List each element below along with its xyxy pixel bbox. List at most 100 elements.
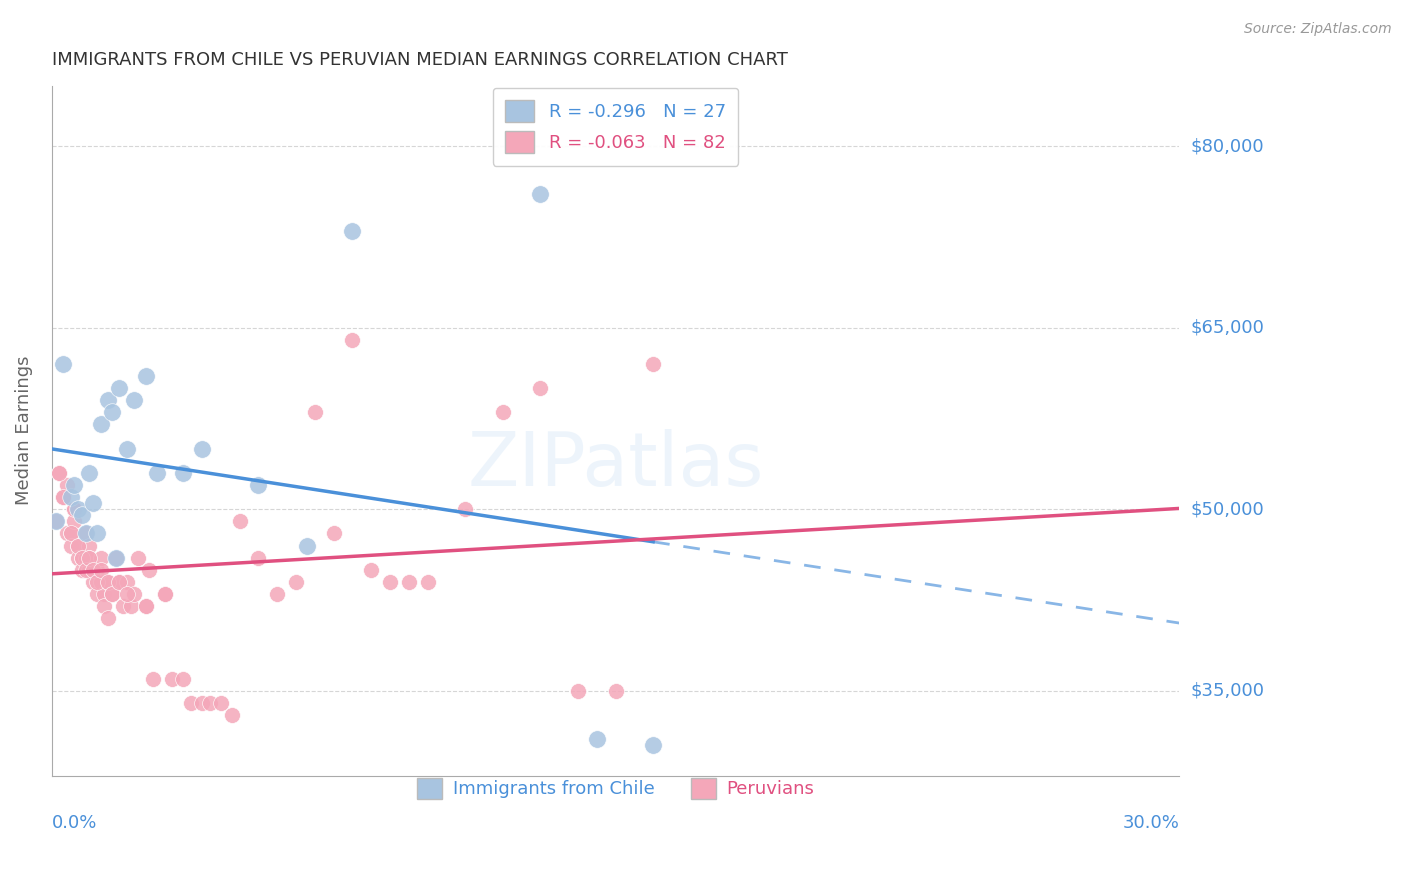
Point	[104, 550, 127, 565]
Point	[266, 587, 288, 601]
Legend: Immigrants from Chile, Peruvians: Immigrants from Chile, Peruvians	[408, 769, 824, 808]
Point	[90, 574, 112, 589]
Point	[59, 526, 82, 541]
Point	[67, 539, 90, 553]
Point	[191, 442, 214, 456]
Point	[285, 574, 308, 589]
Point	[209, 696, 232, 710]
Point	[75, 563, 97, 577]
Point	[529, 187, 551, 202]
Point	[79, 550, 101, 565]
Point	[127, 550, 149, 565]
Point	[101, 587, 124, 601]
Point	[643, 738, 665, 752]
Point	[75, 526, 97, 541]
Point	[304, 405, 326, 419]
Point	[70, 550, 93, 565]
Point	[529, 381, 551, 395]
Point	[44, 514, 66, 528]
Point	[63, 514, 86, 528]
Text: $65,000: $65,000	[1191, 318, 1264, 336]
Text: $50,000: $50,000	[1191, 500, 1264, 518]
Point	[180, 696, 202, 710]
Point	[115, 587, 138, 601]
Point	[160, 672, 183, 686]
Point	[342, 333, 364, 347]
Point	[86, 587, 108, 601]
Point	[492, 405, 515, 419]
Point	[63, 502, 86, 516]
Point	[97, 574, 120, 589]
Point	[67, 502, 90, 516]
Point	[52, 357, 75, 371]
Text: 0.0%: 0.0%	[52, 814, 97, 832]
Point	[90, 550, 112, 565]
Point	[67, 539, 90, 553]
Point	[52, 490, 75, 504]
Point	[59, 526, 82, 541]
Text: ZIPatlas: ZIPatlas	[467, 428, 763, 501]
Point	[124, 393, 146, 408]
Point	[153, 587, 176, 601]
Point	[416, 574, 439, 589]
Text: 30.0%: 30.0%	[1122, 814, 1180, 832]
Point	[48, 466, 70, 480]
Point	[135, 369, 157, 384]
Point	[67, 550, 90, 565]
Point	[191, 696, 214, 710]
Point	[228, 514, 250, 528]
Point	[86, 526, 108, 541]
Point	[48, 466, 70, 480]
Point	[153, 587, 176, 601]
Point	[97, 611, 120, 625]
Point	[247, 478, 270, 492]
Point	[398, 574, 420, 589]
Point	[605, 683, 627, 698]
Point	[146, 466, 169, 480]
Point	[115, 574, 138, 589]
Point	[93, 599, 115, 613]
Point	[90, 417, 112, 432]
Point	[75, 550, 97, 565]
Point	[360, 563, 382, 577]
Point	[82, 563, 104, 577]
Point	[643, 357, 665, 371]
Y-axis label: Median Earnings: Median Earnings	[15, 356, 32, 505]
Point	[79, 563, 101, 577]
Point	[97, 574, 120, 589]
Point	[90, 563, 112, 577]
Point	[378, 574, 401, 589]
Point	[247, 550, 270, 565]
Point	[124, 587, 146, 601]
Point	[585, 732, 607, 747]
Point	[112, 599, 135, 613]
Point	[59, 490, 82, 504]
Point	[79, 550, 101, 565]
Point	[97, 393, 120, 408]
Point	[104, 550, 127, 565]
Point	[82, 574, 104, 589]
Point	[108, 574, 131, 589]
Point	[93, 587, 115, 601]
Point	[79, 466, 101, 480]
Point	[86, 563, 108, 577]
Point	[454, 502, 477, 516]
Text: $35,000: $35,000	[1191, 681, 1264, 700]
Point	[55, 478, 77, 492]
Point	[82, 563, 104, 577]
Point	[44, 514, 66, 528]
Point	[108, 574, 131, 589]
Point	[135, 599, 157, 613]
Point	[172, 466, 194, 480]
Point	[59, 539, 82, 553]
Point	[101, 587, 124, 601]
Point	[342, 224, 364, 238]
Point	[63, 478, 86, 492]
Point	[221, 708, 243, 723]
Point	[79, 539, 101, 553]
Point	[120, 599, 142, 613]
Point	[567, 683, 589, 698]
Point	[70, 563, 93, 577]
Point	[135, 599, 157, 613]
Point	[101, 405, 124, 419]
